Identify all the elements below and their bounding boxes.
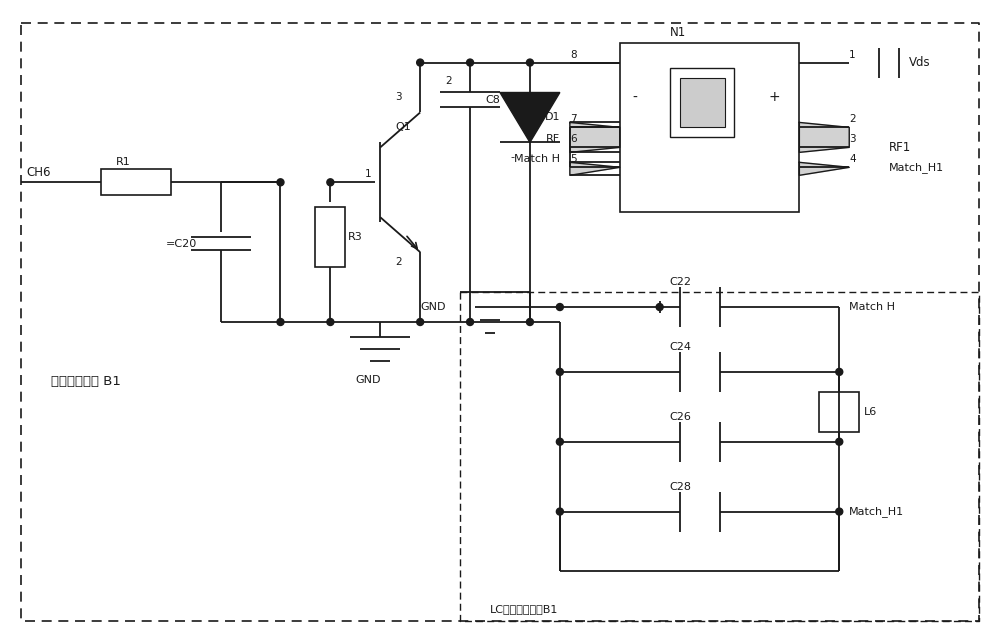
- Circle shape: [526, 59, 533, 66]
- Circle shape: [467, 318, 474, 325]
- Text: C22: C22: [670, 277, 692, 287]
- Circle shape: [556, 438, 563, 446]
- Text: R1: R1: [116, 157, 131, 168]
- Text: C8: C8: [485, 96, 500, 105]
- Bar: [620, 42, 799, 213]
- Text: -: -: [510, 152, 514, 162]
- Polygon shape: [570, 123, 620, 152]
- Text: 次级映射电路 B1: 次级映射电路 B1: [51, 376, 121, 388]
- Text: 7: 7: [570, 114, 576, 125]
- Text: RF: RF: [546, 134, 560, 144]
- Text: 2: 2: [395, 257, 402, 267]
- Text: 2: 2: [445, 76, 452, 85]
- Text: GND: GND: [420, 302, 446, 312]
- Text: 3: 3: [849, 134, 856, 144]
- Text: 2: 2: [849, 114, 856, 125]
- Bar: [101, 169, 171, 195]
- Circle shape: [467, 59, 474, 66]
- Text: RF1: RF1: [889, 141, 911, 154]
- Text: =C20: =C20: [166, 239, 197, 249]
- Circle shape: [417, 59, 424, 66]
- Circle shape: [327, 318, 334, 325]
- Text: Match_H1: Match_H1: [849, 506, 904, 517]
- Text: D1: D1: [545, 112, 560, 123]
- Circle shape: [836, 369, 843, 376]
- Circle shape: [556, 304, 563, 311]
- Text: C28: C28: [670, 482, 692, 492]
- Text: CH6: CH6: [26, 166, 51, 179]
- Text: C24: C24: [670, 342, 692, 352]
- Circle shape: [327, 179, 334, 186]
- Circle shape: [277, 318, 284, 325]
- Text: N1: N1: [670, 26, 686, 39]
- Text: -: -: [632, 91, 637, 105]
- Text: 8: 8: [570, 49, 576, 60]
- Text: LC匹配电路单元B1: LC匹配电路单元B1: [490, 604, 558, 614]
- Circle shape: [556, 508, 563, 515]
- Text: 1: 1: [365, 169, 372, 179]
- Polygon shape: [799, 162, 849, 175]
- Bar: [315, 207, 345, 267]
- Text: 4: 4: [849, 154, 856, 164]
- Text: Match H: Match H: [849, 302, 895, 312]
- Polygon shape: [570, 162, 620, 175]
- Text: Match_H1: Match_H1: [889, 162, 944, 173]
- Text: Q1: Q1: [395, 123, 411, 132]
- Text: C26: C26: [670, 412, 692, 422]
- Circle shape: [836, 438, 843, 446]
- Polygon shape: [799, 123, 849, 152]
- Text: 6: 6: [570, 134, 576, 144]
- Circle shape: [656, 304, 663, 311]
- Text: 3: 3: [395, 92, 402, 103]
- Text: GND: GND: [355, 375, 381, 385]
- Text: 1: 1: [849, 49, 856, 60]
- Text: +: +: [769, 91, 780, 105]
- Circle shape: [417, 318, 424, 325]
- Text: R3: R3: [348, 232, 363, 242]
- Polygon shape: [500, 92, 560, 143]
- Circle shape: [277, 179, 284, 186]
- Bar: [680, 78, 725, 127]
- Circle shape: [526, 318, 533, 325]
- Text: Vds: Vds: [909, 56, 931, 69]
- Circle shape: [556, 369, 563, 376]
- Text: L6: L6: [864, 407, 877, 417]
- Bar: [670, 67, 734, 137]
- Bar: [819, 392, 859, 432]
- Text: Match H: Match H: [514, 154, 560, 164]
- Text: 5: 5: [570, 154, 576, 164]
- Circle shape: [836, 508, 843, 515]
